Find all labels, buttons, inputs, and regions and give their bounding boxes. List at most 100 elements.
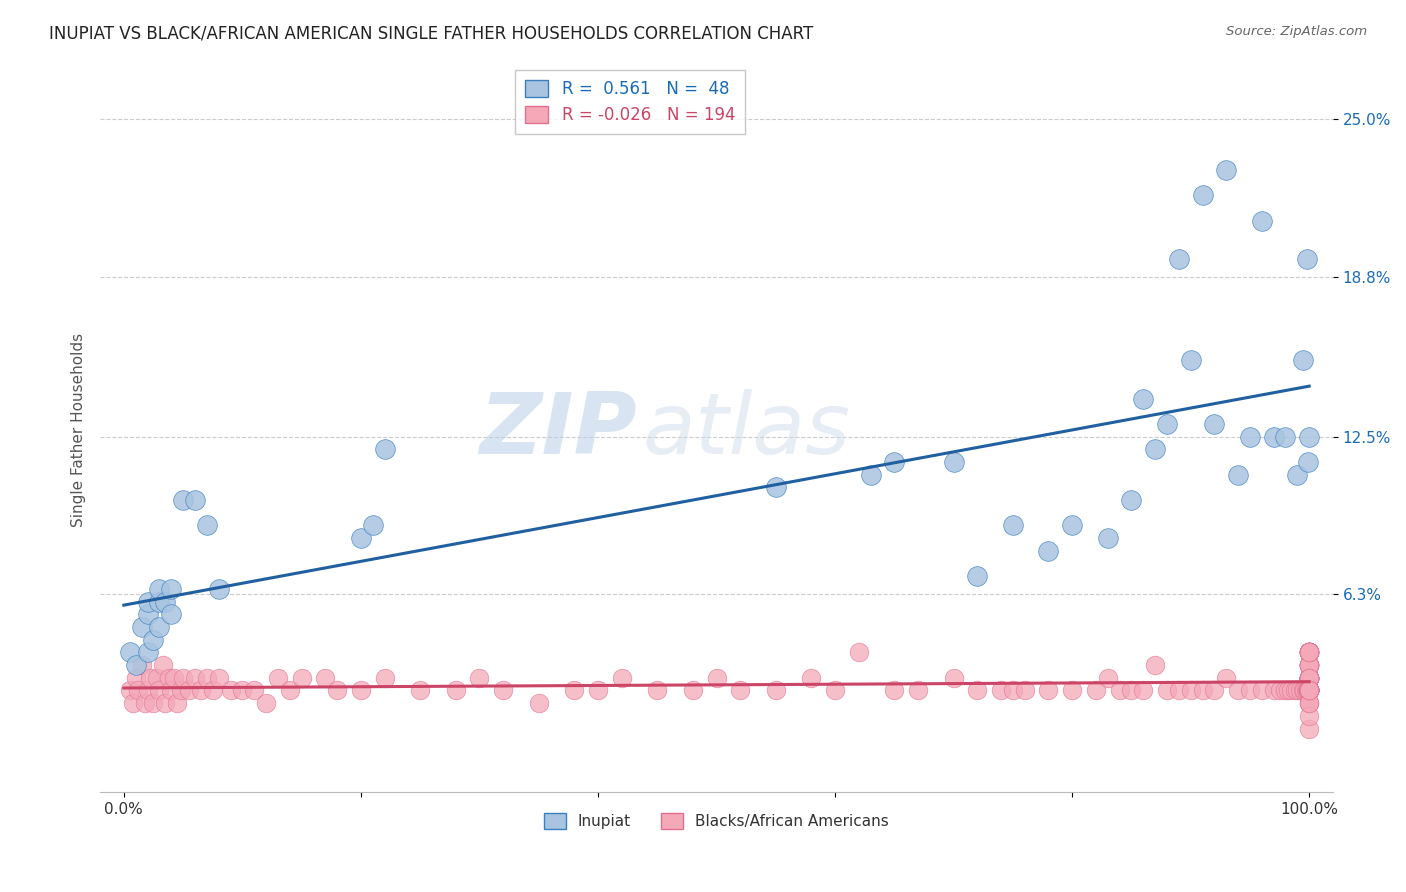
Point	[1298, 658, 1320, 673]
Point	[139, 671, 162, 685]
Point	[1298, 683, 1320, 698]
Point	[1298, 645, 1320, 659]
Point	[765, 683, 787, 698]
Point	[1156, 683, 1178, 698]
Point	[1298, 658, 1320, 673]
Point	[1204, 683, 1226, 698]
Point	[1296, 683, 1319, 698]
Point	[492, 683, 515, 698]
Point	[1298, 671, 1320, 685]
Point	[155, 696, 177, 710]
Point	[326, 683, 349, 698]
Point	[1298, 671, 1320, 685]
Point	[125, 658, 148, 673]
Point	[562, 683, 585, 698]
Point	[824, 683, 846, 698]
Point	[243, 683, 266, 698]
Text: INUPIAT VS BLACK/AFRICAN AMERICAN SINGLE FATHER HOUSEHOLDS CORRELATION CHART: INUPIAT VS BLACK/AFRICAN AMERICAN SINGLE…	[49, 25, 814, 43]
Point	[1295, 683, 1317, 698]
Point	[1121, 493, 1143, 508]
Point	[160, 582, 183, 596]
Text: Source: ZipAtlas.com: Source: ZipAtlas.com	[1226, 25, 1367, 38]
Point	[1144, 658, 1167, 673]
Point	[765, 480, 787, 494]
Point	[177, 683, 200, 698]
Point	[1132, 392, 1154, 406]
Point	[1298, 683, 1320, 698]
Point	[1298, 671, 1320, 685]
Point	[1014, 683, 1036, 698]
Point	[682, 683, 704, 698]
Point	[1298, 708, 1320, 723]
Point	[1295, 683, 1317, 698]
Point	[1298, 683, 1320, 698]
Point	[1298, 671, 1320, 685]
Point	[1298, 683, 1320, 698]
Point	[1298, 683, 1320, 698]
Point	[706, 671, 728, 685]
Point	[1084, 683, 1107, 698]
Point	[1274, 683, 1296, 698]
Point	[1298, 722, 1320, 736]
Point	[1298, 671, 1320, 685]
Point	[254, 696, 277, 710]
Point	[1298, 429, 1320, 443]
Point	[1132, 683, 1154, 698]
Point	[1298, 671, 1320, 685]
Point	[848, 645, 870, 659]
Point	[201, 683, 224, 698]
Point	[1038, 544, 1060, 558]
Point	[136, 645, 159, 659]
Point	[157, 671, 180, 685]
Point	[1274, 429, 1296, 443]
Point	[170, 683, 193, 698]
Point	[1298, 683, 1320, 698]
Point	[1167, 252, 1189, 266]
Point	[155, 594, 177, 608]
Point	[1239, 429, 1261, 443]
Point	[1298, 683, 1320, 698]
Point	[1286, 683, 1309, 698]
Point	[1298, 671, 1320, 685]
Point	[1298, 645, 1320, 659]
Point	[1298, 671, 1320, 685]
Point	[1298, 683, 1320, 698]
Point	[1298, 683, 1320, 698]
Text: atlas: atlas	[643, 389, 851, 472]
Point	[1298, 671, 1320, 685]
Point	[291, 671, 314, 685]
Point	[1001, 683, 1024, 698]
Point	[1062, 683, 1084, 698]
Point	[1250, 683, 1272, 698]
Point	[1298, 658, 1320, 673]
Point	[1281, 683, 1303, 698]
Point	[942, 671, 965, 685]
Point	[1296, 455, 1319, 469]
Point	[1298, 671, 1320, 685]
Point	[883, 683, 905, 698]
Point	[1288, 683, 1310, 698]
Point	[1298, 645, 1320, 659]
Point	[1298, 696, 1320, 710]
Point	[1108, 683, 1130, 698]
Point	[1298, 658, 1320, 673]
Point	[1298, 683, 1320, 698]
Point	[1191, 188, 1213, 202]
Point	[278, 683, 301, 698]
Point	[1298, 683, 1320, 698]
Point	[1156, 417, 1178, 431]
Point	[1298, 683, 1320, 698]
Point	[1298, 671, 1320, 685]
Point	[1298, 683, 1320, 698]
Point	[1298, 683, 1320, 698]
Point	[1286, 467, 1309, 482]
Point	[1204, 417, 1226, 431]
Point	[1180, 683, 1202, 698]
Point	[990, 683, 1012, 698]
Point	[172, 493, 194, 508]
Point	[208, 671, 231, 685]
Point	[131, 658, 153, 673]
Point	[1298, 658, 1320, 673]
Point	[1298, 658, 1320, 673]
Point	[409, 683, 432, 698]
